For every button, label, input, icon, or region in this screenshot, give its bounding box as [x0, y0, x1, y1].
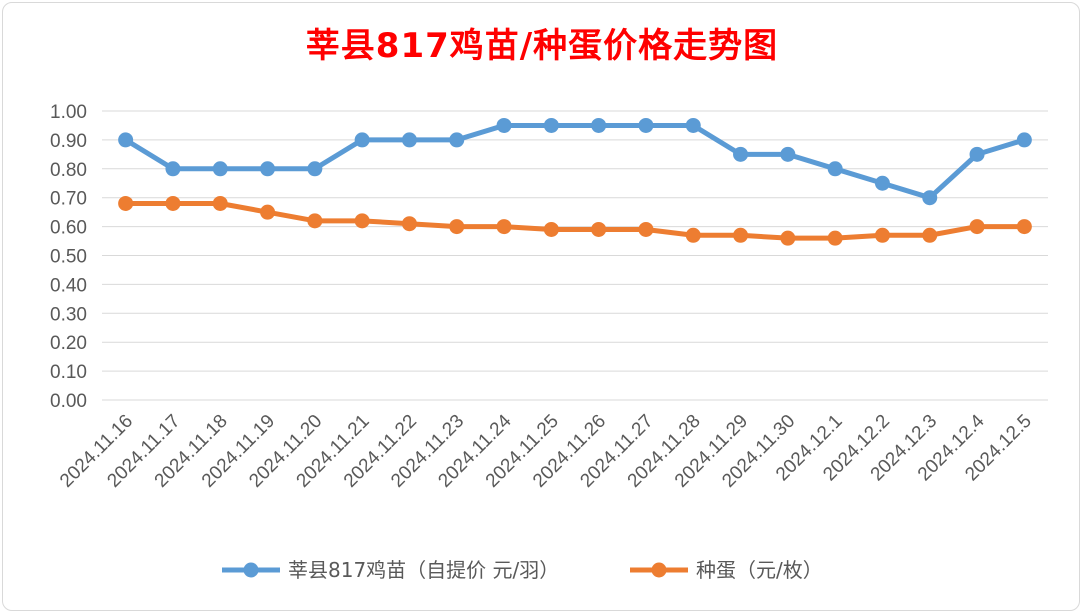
- y-tick-label: 0.70: [50, 189, 87, 210]
- data-point: [543, 221, 559, 237]
- data-point: [165, 161, 181, 177]
- data-point: [969, 146, 985, 162]
- series-line: [123, 200, 1027, 241]
- y-tick-label: 0.20: [50, 333, 87, 354]
- data-point: [354, 213, 370, 229]
- y-tick-label: 0.50: [50, 247, 87, 268]
- data-point: [733, 146, 749, 162]
- chart-title: 莘县817鸡苗/种蛋价格走势图: [305, 26, 779, 66]
- data-point: [401, 216, 417, 232]
- y-tick-label: 0.40: [50, 275, 87, 296]
- series-1: [118, 117, 1032, 206]
- data-point: [260, 204, 276, 220]
- data-point: [212, 195, 228, 211]
- data-point: [874, 175, 890, 191]
- data-point: [118, 132, 134, 148]
- data-point: [638, 117, 654, 133]
- data-point: [591, 221, 607, 237]
- data-point: [543, 117, 559, 133]
- y-tick-label: 0.00: [50, 391, 87, 412]
- y-tick-label: 0.10: [50, 362, 87, 383]
- legend-label: 莘县817鸡苗（自提价 元/羽）: [288, 558, 559, 582]
- data-point: [307, 213, 323, 229]
- y-tick-label: 1.00: [50, 102, 87, 123]
- series-2: [118, 195, 1032, 246]
- x-axis-ticks: 2024.11.162024.11.172024.11.182024.11.19…: [56, 410, 1036, 491]
- y-axis-ticks: 0.00 0.10 0.20 0.30 0.40 0.50 0.60 0.70 0.80 0.90…: [50, 102, 87, 412]
- data-point: [118, 195, 134, 211]
- data-point: [496, 219, 512, 235]
- legend: 莘县817鸡苗（自提价 元/羽） 种蛋（元/枚）: [222, 558, 823, 582]
- y-tick-label: 0.90: [50, 131, 87, 152]
- data-point: [165, 195, 181, 211]
- series-lines: [118, 117, 1032, 246]
- gridlines: [102, 110, 1048, 401]
- data-point: [591, 117, 607, 133]
- data-point: [685, 227, 701, 243]
- data-point: [780, 146, 796, 162]
- data-point: [1016, 132, 1032, 148]
- data-point: [922, 227, 938, 243]
- data-point: [449, 132, 465, 148]
- data-point: [354, 132, 370, 148]
- legend-swatch-marker: [651, 562, 667, 578]
- data-point: [685, 117, 701, 133]
- data-point: [874, 227, 890, 243]
- data-point: [638, 221, 654, 237]
- data-point: [1016, 219, 1032, 235]
- legend-label: 种蛋（元/枚）: [696, 558, 823, 582]
- data-point: [449, 219, 465, 235]
- data-point: [780, 230, 796, 246]
- y-tick-label: 0.80: [50, 160, 87, 181]
- data-point: [307, 161, 323, 177]
- data-point: [827, 230, 843, 246]
- data-point: [260, 161, 276, 177]
- legend-item: 种蛋（元/枚）: [630, 558, 823, 582]
- data-point: [212, 161, 228, 177]
- series-line: [123, 122, 1027, 201]
- data-point: [922, 190, 938, 206]
- data-point: [496, 117, 512, 133]
- data-point: [827, 161, 843, 177]
- data-point: [401, 132, 417, 148]
- data-point: [733, 227, 749, 243]
- legend-swatch-marker: [243, 562, 259, 578]
- data-point: [969, 219, 985, 235]
- y-tick-label: 0.30: [50, 304, 87, 325]
- legend-item: 莘县817鸡苗（自提价 元/羽）: [222, 558, 559, 582]
- y-tick-label: 0.60: [50, 218, 87, 239]
